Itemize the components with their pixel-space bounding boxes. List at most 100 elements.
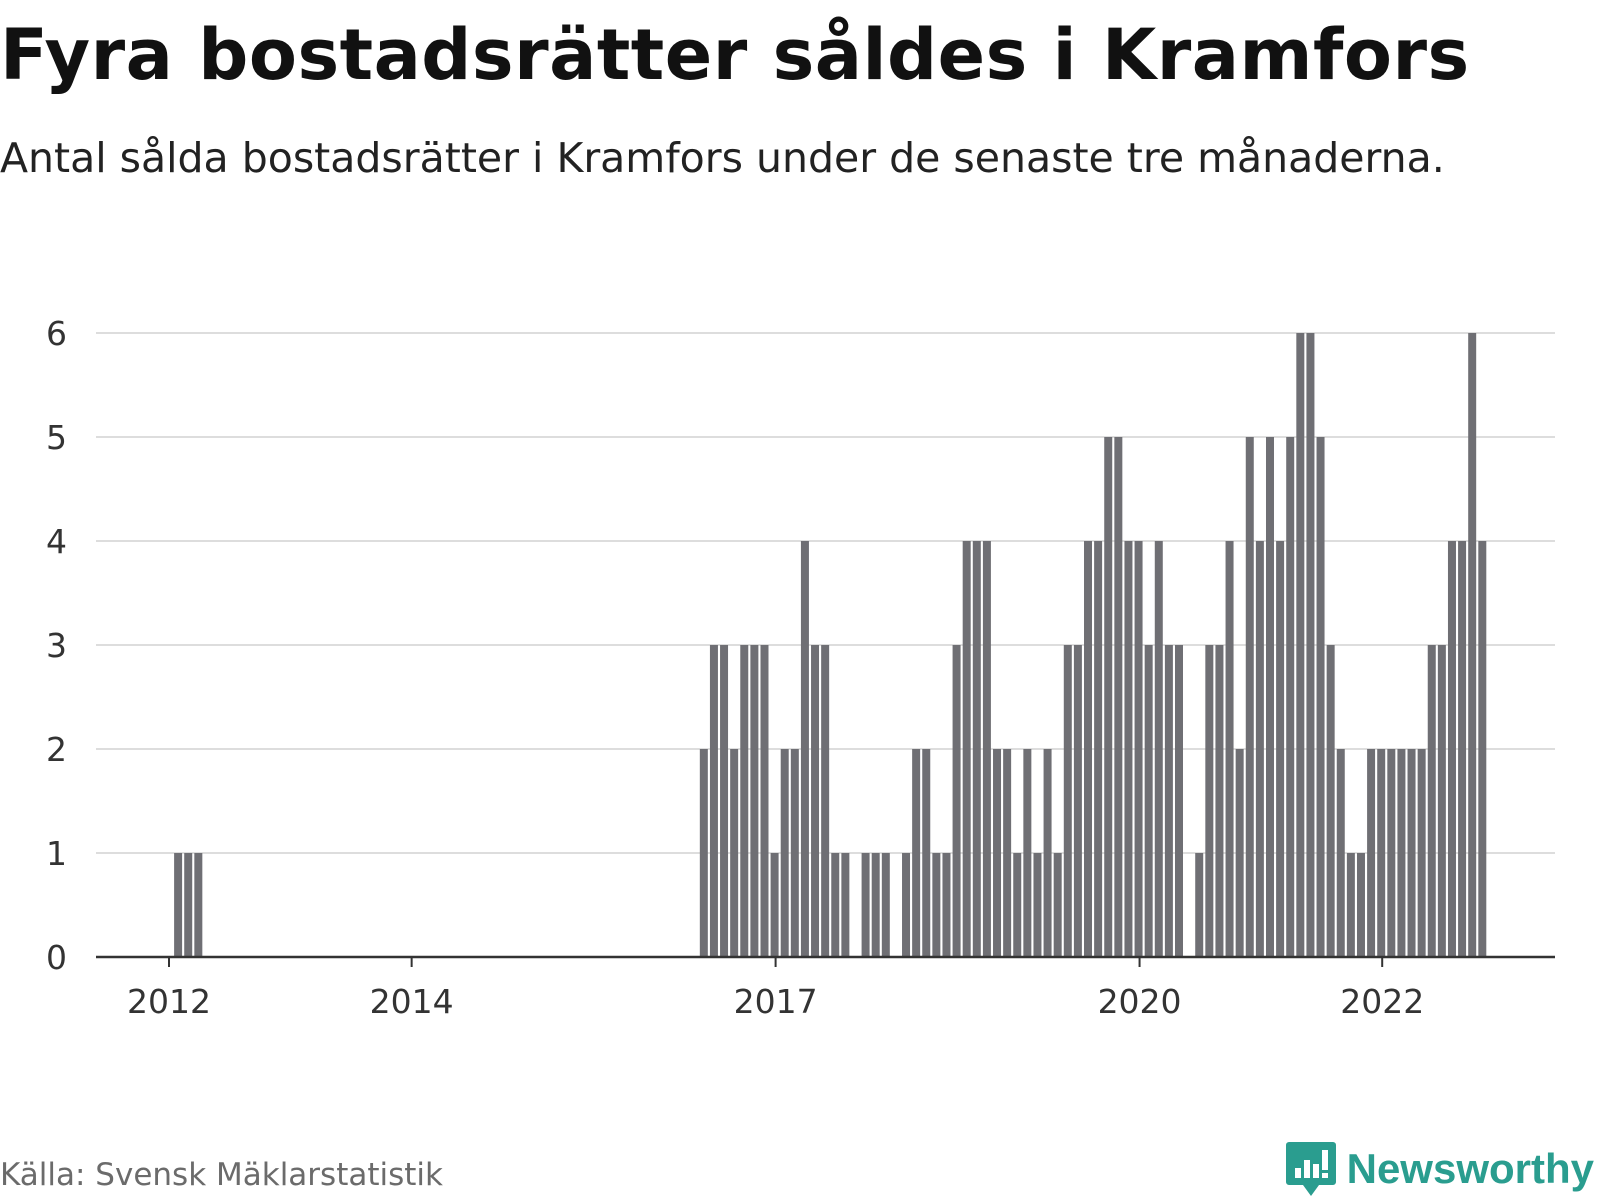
bar — [1306, 333, 1315, 957]
bar — [1478, 541, 1487, 957]
bar-chart: 0 1 2 3 4 5 6 2012 2014 2017 2020 2022 4 — [46, 0, 1555, 1021]
bar — [1114, 437, 1123, 957]
bar — [1367, 749, 1376, 957]
bar — [1377, 749, 1386, 957]
bar — [1154, 541, 1163, 957]
x-tick-label: 2017 — [734, 982, 818, 1021]
x-tick-label: 2014 — [370, 982, 454, 1021]
bar — [1023, 749, 1032, 957]
bar — [780, 749, 789, 957]
highlight-data-label: 4 — [1483, 0, 1503, 8]
bar — [952, 645, 961, 957]
y-tick-label: 0 — [46, 938, 67, 977]
bar — [800, 541, 809, 957]
bar — [1245, 437, 1254, 957]
bar — [962, 541, 971, 957]
bar — [1316, 437, 1325, 957]
bar — [922, 749, 931, 957]
bar — [881, 853, 890, 957]
y-tick-label: 1 — [46, 834, 67, 873]
bar — [760, 645, 769, 957]
y-tick-label: 6 — [46, 314, 67, 353]
bar — [1265, 437, 1274, 957]
bar — [1104, 437, 1113, 957]
brand-name: Newsworthy — [1346, 1145, 1594, 1192]
bar — [1084, 541, 1093, 957]
data-labels: 4 — [1480, 0, 1506, 11]
bar — [942, 853, 951, 957]
newsworthy-logo-icon — [1285, 1142, 1336, 1196]
bar — [699, 749, 708, 957]
bar — [740, 645, 749, 957]
x-tick-label: 2020 — [1098, 982, 1182, 1021]
bar — [861, 853, 870, 957]
bar — [902, 853, 911, 957]
bar — [1073, 645, 1082, 957]
bar — [1053, 853, 1062, 957]
y-tick-label: 2 — [46, 730, 67, 769]
bar — [1468, 333, 1477, 957]
bar — [982, 541, 991, 957]
bar — [1407, 749, 1416, 957]
bar — [1094, 541, 1103, 957]
bar — [1134, 541, 1143, 957]
bar — [194, 853, 203, 957]
brand-logo[interactable]: Newsworthy — [1285, 1140, 1594, 1198]
bar — [871, 853, 880, 957]
bar — [1043, 749, 1052, 957]
bar — [1387, 749, 1396, 957]
bar — [1033, 853, 1042, 957]
bar — [1013, 853, 1022, 957]
chart-subtitle: Antal sålda bostadsrätter i Kramfors und… — [0, 134, 1445, 182]
bar — [1225, 541, 1234, 957]
bars — [174, 333, 1487, 957]
bar — [1296, 333, 1305, 957]
bar — [1164, 645, 1173, 957]
bar — [750, 645, 759, 957]
bar — [720, 645, 729, 957]
bar — [1144, 645, 1153, 957]
bar — [184, 853, 193, 957]
bar — [1215, 645, 1224, 957]
bar — [972, 541, 981, 957]
bar — [790, 749, 799, 957]
bar — [1003, 749, 1012, 957]
bar — [1397, 749, 1406, 957]
bar — [1124, 541, 1133, 957]
bar — [730, 749, 739, 957]
y-axis: 0 1 2 3 4 5 6 — [46, 314, 67, 977]
chart-title: Fyra bostadsrätter såldes i Kramfors — [0, 14, 1470, 96]
bar — [1417, 749, 1426, 957]
bar — [1255, 541, 1264, 957]
bar — [1356, 853, 1365, 957]
bar — [831, 853, 840, 957]
bar — [1205, 645, 1214, 957]
bar — [1286, 437, 1295, 957]
bar — [1447, 541, 1456, 957]
y-tick-label: 4 — [46, 522, 67, 561]
x-axis: 2012 2014 2017 2020 2022 — [96, 955, 1555, 1021]
bar — [1458, 541, 1467, 957]
bar — [811, 645, 820, 957]
bar — [912, 749, 921, 957]
bar — [1326, 645, 1335, 957]
y-tick-label: 3 — [46, 626, 67, 665]
bar — [1427, 645, 1436, 957]
bar — [821, 645, 830, 957]
bar — [1195, 853, 1204, 957]
bar — [932, 853, 941, 957]
source-note: Källa: Svensk Mäklarstatistik — [0, 1157, 443, 1193]
bar — [1235, 749, 1244, 957]
bar — [1346, 853, 1355, 957]
bar — [1336, 749, 1345, 957]
bar — [770, 853, 779, 957]
y-tick-label: 5 — [46, 418, 67, 457]
bar — [709, 645, 718, 957]
bar — [993, 749, 1002, 957]
bar — [841, 853, 850, 957]
bar — [1276, 541, 1285, 957]
x-tick-label: 2022 — [1340, 982, 1424, 1021]
bar — [1437, 645, 1446, 957]
x-tick-label: 2012 — [127, 982, 211, 1021]
bar — [1175, 645, 1183, 957]
